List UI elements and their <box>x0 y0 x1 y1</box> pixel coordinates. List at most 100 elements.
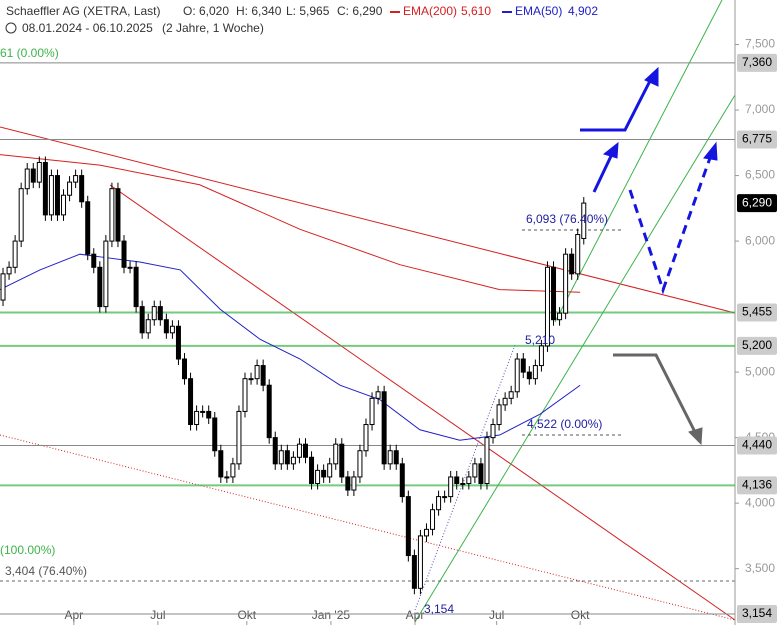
candle-body <box>321 469 327 478</box>
candle-body <box>254 365 260 380</box>
header: Schaeffler AG (XETRA, Last) O: 6,020 H: … <box>0 0 598 38</box>
x-tick-label: Jan '25 <box>312 608 351 622</box>
candle-body <box>490 424 496 439</box>
x-tick-label: Okt <box>237 608 256 622</box>
level-tag <box>737 436 777 455</box>
candle-body <box>54 175 60 216</box>
candle-body <box>466 476 472 484</box>
y-tick-label: 7,500 <box>745 37 775 51</box>
candle-body <box>339 443 345 478</box>
candle-body <box>236 410 242 465</box>
legend-value: 5,610 <box>461 4 491 18</box>
candle-body <box>442 496 448 499</box>
candle-body <box>121 240 127 268</box>
annotation: 4,522 (0.00%) <box>527 417 602 431</box>
annotations: 6,093 (76.40%) 5,210 4,522 (0.00%) 3,154… <box>0 46 608 616</box>
level-tag <box>737 194 777 213</box>
annotation: 5,210 <box>525 333 555 347</box>
candle-body <box>42 161 48 216</box>
candle-body <box>399 463 405 498</box>
candle-body <box>393 450 399 465</box>
candle-body <box>36 161 42 183</box>
candle-body <box>127 266 133 269</box>
candle-body <box>242 378 248 412</box>
arrows <box>580 66 718 446</box>
candle-body <box>538 345 544 367</box>
candle-body <box>260 365 266 386</box>
candle-body <box>200 410 206 413</box>
candle-body <box>212 417 218 452</box>
candle-body <box>30 168 36 183</box>
y-tick-label: 6,500 <box>745 168 775 182</box>
level-label: 3,154 <box>742 606 772 620</box>
candle-body <box>502 397 508 406</box>
candle-body <box>284 450 290 465</box>
candle-body <box>484 437 490 484</box>
candle-body <box>460 482 466 485</box>
candle-body <box>315 469 321 484</box>
candle-body <box>224 476 230 479</box>
x-tick-label: Jul <box>150 608 165 622</box>
candle-body <box>333 443 339 465</box>
candle-body <box>61 194 67 216</box>
candle-body <box>551 266 557 321</box>
candle-body <box>327 463 333 478</box>
candle-body <box>163 319 169 334</box>
legend-entry: EMA(50) <box>515 4 562 18</box>
candle-body <box>290 456 296 465</box>
candle-body <box>345 476 351 491</box>
candle-body <box>478 463 484 484</box>
candle-body <box>375 391 381 399</box>
candle-body <box>581 202 587 239</box>
level-tag <box>737 53 777 72</box>
level-tag <box>737 476 777 495</box>
candle-body <box>532 365 538 380</box>
candle-body <box>0 273 6 301</box>
candle-body <box>169 325 175 334</box>
ohlc: H: 6,340 <box>236 4 282 18</box>
candle-body <box>454 476 460 484</box>
ema-line <box>0 154 581 293</box>
legend-entry: EMA(200) <box>403 4 457 18</box>
y-tick-label: 7,000 <box>745 102 775 116</box>
annotation: (100.00%) <box>0 543 55 557</box>
candle-body <box>405 496 411 557</box>
candle-body <box>302 443 308 458</box>
candle-body <box>430 509 436 530</box>
candle-body <box>508 391 514 399</box>
candle-body <box>85 201 91 255</box>
level-tag <box>737 336 777 355</box>
candle-body <box>12 240 18 268</box>
candle-body <box>48 175 54 216</box>
y-tick-label: 3,500 <box>745 561 775 575</box>
candle-body <box>91 253 97 268</box>
candle-body <box>363 424 369 452</box>
candle-body <box>218 450 224 478</box>
candle-body <box>133 266 139 308</box>
candle-body <box>67 181 73 196</box>
level-label: 5,200 <box>742 338 772 352</box>
candle-body <box>423 528 429 537</box>
candle-body <box>417 535 423 589</box>
y-tick-label: 6,000 <box>745 233 775 247</box>
level-tag <box>737 303 777 322</box>
level-tag <box>737 130 777 149</box>
trend-lines <box>0 0 736 623</box>
y-tick-label: 4,000 <box>745 495 775 509</box>
annotation: 6,093 (76.40%) <box>526 212 608 226</box>
candle-body <box>139 306 145 334</box>
candle-body <box>145 319 151 334</box>
candle-body <box>272 437 278 465</box>
candle-body <box>472 463 478 478</box>
candle-body <box>230 463 236 478</box>
candle-body <box>448 476 454 498</box>
candle-body <box>73 175 79 183</box>
candle-body <box>18 188 24 242</box>
candle-body <box>175 325 181 360</box>
candle-body <box>188 378 194 426</box>
candle-body <box>103 240 109 308</box>
ohlc: C: 6,290 <box>337 4 383 18</box>
period: 08.01.2024 - 06.10.2025 <box>22 21 153 35</box>
ohlc: O: 6,020 <box>183 4 229 18</box>
